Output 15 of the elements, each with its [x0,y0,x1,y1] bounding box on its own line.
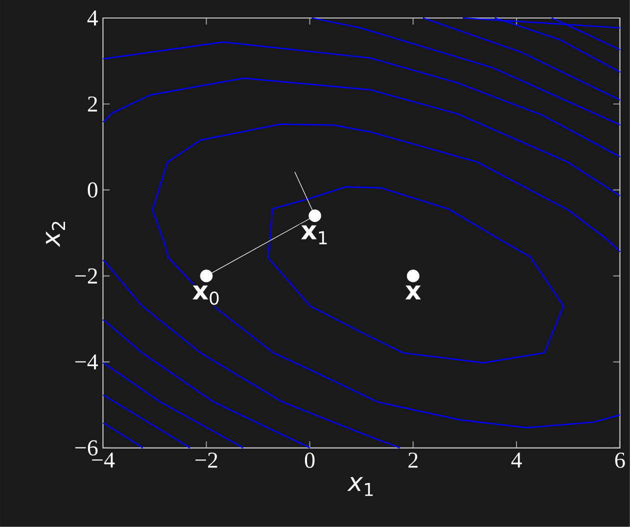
x-tick-label: 2 [408,452,418,468]
x-tick-label: 6 [615,452,625,468]
x-axis-title: x$_{1}$ [347,477,373,496]
y-tick-label: −2 [75,268,98,284]
annotation: x [405,286,421,300]
x-tick-label: 0 [304,452,315,468]
x-tick-label: 4 [511,452,522,468]
x-tick-label: −2 [195,452,218,468]
y-tick-label: 0 [88,182,98,198]
y-axis-title: x$_{2}$ [46,222,66,248]
annotation: x$_{0}$ [192,286,219,305]
annotation: x$_{1}$ [301,225,327,244]
y-tick-label: 4 [87,10,98,26]
y-tick-label: 2 [88,96,98,112]
y-tick-label: −4 [75,354,98,370]
